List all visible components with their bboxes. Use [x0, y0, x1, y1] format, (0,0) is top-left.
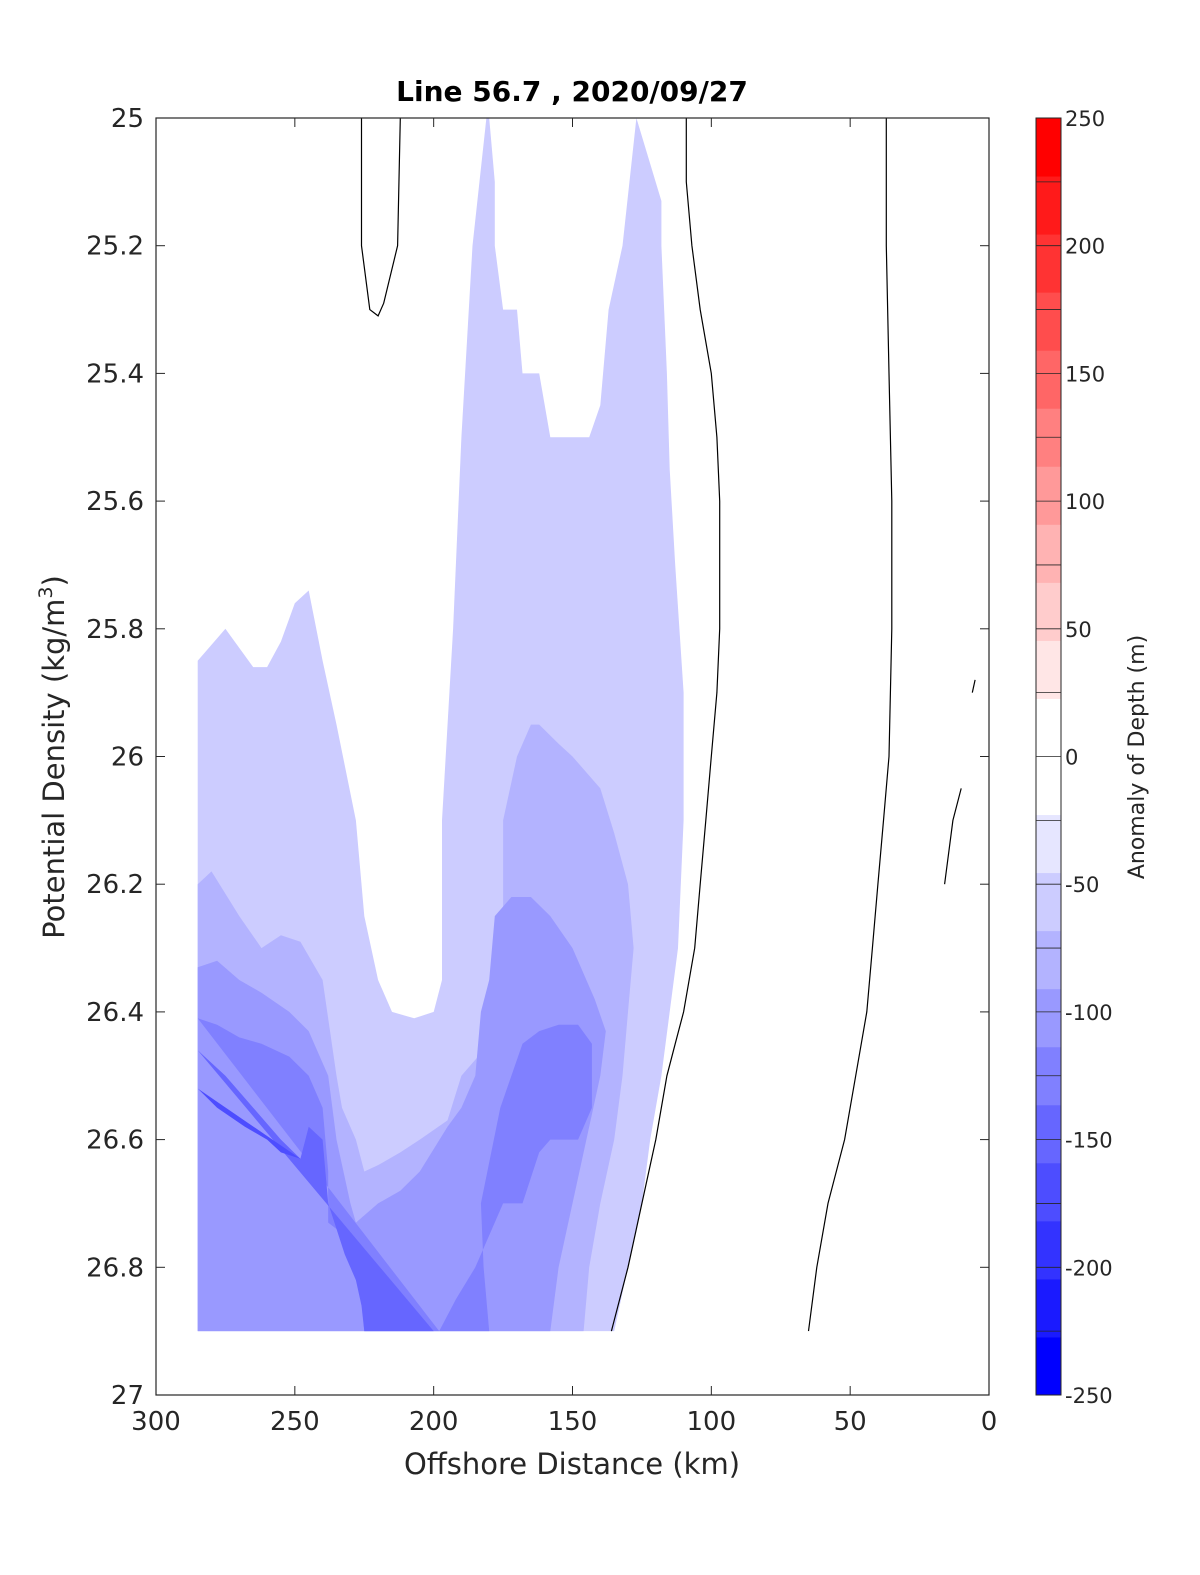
- colorbar-tick-label: -50: [1065, 873, 1099, 897]
- contour-region-125: [197, 1050, 434, 1332]
- colorbar-swatch: [1036, 640, 1061, 699]
- y-tick-label: 27: [111, 1381, 144, 1411]
- colorbar-tick-label: 250: [1065, 107, 1105, 131]
- contour-region-100: [197, 1018, 592, 1332]
- colorbar-swatch: [1036, 582, 1061, 641]
- y-axis: 25 25.2 25.4 25.6 25.8 26 26.2 26.4 26.6 26.8 27: [86, 104, 989, 1411]
- contour-fills: [197, 118, 759, 1332]
- colorbar-swatch: [1036, 176, 1061, 235]
- y-tick-label: 25: [111, 104, 144, 134]
- y-axis-label: Potential Density (kg/m3): [35, 575, 71, 939]
- y-tick-label: 26.2: [86, 870, 144, 900]
- contour-region-150: [197, 1088, 301, 1159]
- zero-contour-lines: [360, 118, 976, 1332]
- colorbar-swatch: [1036, 814, 1061, 874]
- y-tick-label: 25.8: [86, 615, 144, 645]
- y-axis-label-superscript: 3: [35, 586, 57, 598]
- colorbar-label: Anomaly of Depth (m): [1125, 635, 1150, 879]
- colorbar-swatch: [1036, 930, 1061, 990]
- zero-contour-line: [971, 679, 976, 693]
- colorbar-tick-label: 100: [1065, 490, 1105, 514]
- x-axis-label: Offshore Distance (km): [404, 1447, 740, 1481]
- y-tick-label: 26.4: [86, 998, 144, 1028]
- colorbar-swatch: [1036, 698, 1061, 757]
- y-axis-label-main: Potential Density (kg/m: [37, 599, 71, 939]
- colorbar: 250 200 150 100 50 0 -50 -100 -150 -200 -250: [1035, 107, 1113, 1408]
- positive-anomaly-region: [686, 1088, 759, 1281]
- x-tick-label: 250: [270, 1407, 320, 1437]
- colorbar-tick-label: -250: [1065, 1384, 1113, 1408]
- colorbar-swatch: [1036, 1220, 1061, 1280]
- chart-title: Line 56.7 , 2020/09/27: [396, 75, 748, 108]
- colorbar-frame: [1035, 117, 1062, 1396]
- colorbar-swatch: [1036, 1278, 1061, 1338]
- contour-region-75: [197, 897, 606, 1332]
- colorbar-swatch: [1036, 1336, 1061, 1396]
- colorbar-swatch: [1036, 524, 1061, 583]
- colorbar-tick-label: 50: [1065, 618, 1092, 642]
- y-tick-label: 25.2: [86, 232, 144, 262]
- colorbar-swatch: [1036, 1104, 1061, 1164]
- x-tick-label: 50: [834, 1407, 867, 1437]
- y-tick-label: 25.4: [86, 359, 144, 389]
- y-axis-label-close: ): [37, 575, 71, 586]
- x-tick-label: 0: [981, 1407, 998, 1437]
- colorbar-swatch: [1036, 1162, 1061, 1222]
- colorbar-tick-label: 150: [1065, 362, 1105, 386]
- x-tick-label: 150: [548, 1407, 598, 1437]
- x-axis: 300 250 200 150 100 50 0: [131, 118, 997, 1437]
- y-tick-label: 26.6: [86, 1126, 144, 1156]
- zero-contour-line: [807, 118, 893, 1332]
- colorbar-swatch: [1036, 292, 1061, 351]
- colorbar-tick-label: -200: [1065, 1256, 1113, 1280]
- colorbar-swatch: [1036, 234, 1061, 293]
- colorbar-swatch: [1036, 988, 1061, 1048]
- colorbar-tick-label: -150: [1065, 1129, 1113, 1153]
- x-tick-label: 300: [131, 1407, 181, 1437]
- y-tick-label: 25.6: [86, 487, 144, 517]
- y-tick-label: 26.8: [86, 1253, 144, 1283]
- colorbar-swatch: [1036, 872, 1061, 932]
- colorbar-swatch: [1036, 118, 1061, 177]
- zero-contour-line: [360, 118, 401, 317]
- x-tick-label: 100: [687, 1407, 737, 1437]
- colorbar-swatch: [1036, 756, 1061, 816]
- colorbar-tick-label: 0: [1065, 746, 1078, 770]
- y-tick-label: 26: [111, 743, 144, 773]
- colorbar-tick-label: 200: [1065, 235, 1105, 259]
- colorbar-swatch: [1036, 466, 1061, 525]
- zero-contour-line: [944, 788, 962, 885]
- zero-contour-line: [610, 118, 721, 1332]
- colorbar-swatch: [1036, 350, 1061, 409]
- colorbar-tick-label: -100: [1065, 1001, 1113, 1025]
- x-tick-label: 200: [409, 1407, 459, 1437]
